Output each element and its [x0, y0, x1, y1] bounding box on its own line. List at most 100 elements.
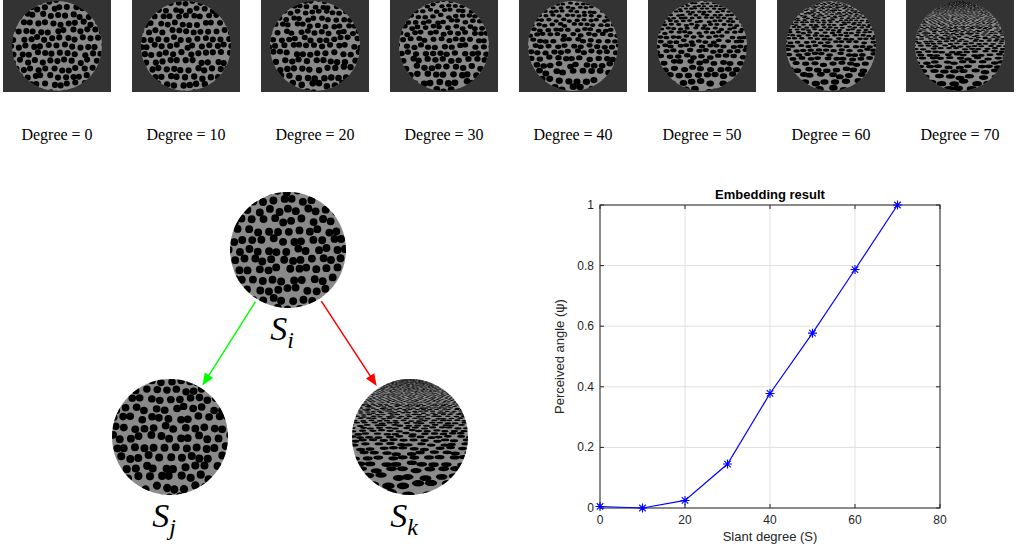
- texture-dot: [959, 39, 965, 41]
- texture-dot: [191, 13, 197, 19]
- texture-dot: [304, 58, 310, 64]
- texture-dot: [670, 7, 675, 9]
- texture-dot: [442, 8, 447, 12]
- texture-dot: [986, 53, 993, 56]
- texture-dot: [441, 32, 447, 37]
- texture-dot: [560, 9, 565, 12]
- texture-dot: [159, 58, 165, 64]
- texture-dot: [925, 20, 929, 22]
- texture-dot: [300, 51, 306, 57]
- texture-dot: [483, 51, 489, 57]
- texture-dot: [307, 24, 313, 29]
- texture-dot: [215, 74, 221, 80]
- texture-dot: [996, 36, 1001, 38]
- texture-dot: [289, 58, 295, 64]
- texture-background: [777, 0, 885, 92]
- texture-dot: [995, 18, 999, 20]
- texture-dot: [854, 20, 859, 22]
- texture-dot: [1001, 28, 1006, 29]
- texture-dot: [800, 21, 805, 23]
- texture-dot: [985, 29, 990, 30]
- texture-dot: [226, 36, 232, 42]
- texture-dot: [822, 26, 827, 28]
- texture-dot: [95, 19, 101, 25]
- texture-dot: [683, 17, 688, 20]
- texture-dot: [842, 12, 846, 13]
- texture-dot: [822, 11, 826, 12]
- texture-dot: [328, 74, 335, 81]
- texture-dot: [978, 54, 985, 57]
- texture-dot: [702, 11, 707, 13]
- texture-dot: [981, 26, 985, 27]
- texture-dot: [796, 14, 800, 15]
- texture-dot: [917, 31, 922, 32]
- texture-dot: [81, 19, 87, 25]
- texture-dot: [667, 40, 673, 44]
- texture-dot: [806, 7, 810, 8]
- texture-dot: [818, 13, 822, 14]
- texture-dot: [143, 44, 149, 50]
- texture-disc: [141, 1, 231, 91]
- texture-dot: [453, 4, 458, 8]
- texture-dot: [700, 8, 705, 10]
- texture-dot: [866, 20, 871, 22]
- texture-dot: [578, 6, 583, 9]
- texture-dot: [990, 43, 996, 45]
- texture-dot: [738, 72, 745, 78]
- texture-dot: [982, 23, 986, 25]
- texture-dot: [554, 10, 559, 13]
- texture-dot: [570, 14, 575, 17]
- texture-dot: [795, 12, 799, 13]
- texture-dot: [798, 44, 804, 47]
- texture-dot: [702, 24, 707, 27]
- texture-dot: [818, 8, 822, 9]
- texture-dot: [957, 57, 964, 60]
- texture-dot: [202, 81, 208, 87]
- texture-dot: [815, 26, 820, 28]
- texture-dot: [800, 49, 806, 52]
- texture-dot: [688, 13, 693, 15]
- texture-dot: [968, 30, 973, 31]
- texture: [264, 0, 364, 99]
- texture-dot: [958, 15, 961, 17]
- texture-dot: [270, 37, 276, 43]
- texture-dot: [956, 36, 961, 38]
- texture-dot: [928, 38, 933, 40]
- texture-dot: [464, 3, 469, 7]
- texture-dot: [544, 5, 549, 8]
- texture-dot: [955, 15, 958, 17]
- texture-dot: [570, 7, 575, 10]
- texture-dot: [551, 50, 557, 55]
- texture-dot: [688, 79, 696, 85]
- texture-dot: [68, 91, 74, 97]
- texture-dot: [1003, 26, 1007, 27]
- texture-row: Degree = 0Degree = 10Degree = 20Degree =…: [3, 0, 1014, 144]
- texture-dot: [462, 51, 468, 57]
- texture-dot: [942, 24, 946, 26]
- texture-dot: [77, 14, 83, 20]
- texture-dot: [616, 43, 622, 48]
- texture-dot: [847, 26, 852, 28]
- texture-dot: [795, 18, 800, 20]
- texture-dot: [48, 89, 54, 95]
- texture-dot: [689, 23, 694, 26]
- texture-dot: [911, 31, 916, 32]
- texture-dot: [447, 30, 453, 35]
- texture-dot: [534, 50, 540, 55]
- texture-dot: [930, 69, 938, 73]
- texture-dot: [812, 13, 816, 14]
- texture-dot: [932, 45, 938, 47]
- texture-dot: [469, 9, 474, 13]
- texture-dot: [689, 65, 696, 70]
- texture-dot: [697, 11, 702, 13]
- texture-dot: [296, 42, 302, 48]
- texture-cell: Degree = 20: [261, 0, 369, 144]
- texture-dot: [968, 42, 974, 44]
- texture-dot: [832, 3, 836, 4]
- texture-dot: [406, 20, 412, 25]
- texture-dot: [920, 19, 924, 21]
- texture-dot: [596, 49, 602, 54]
- texture-dot: [849, 19, 854, 21]
- texture-dot: [870, 41, 876, 44]
- texture-dot: [431, 24, 437, 29]
